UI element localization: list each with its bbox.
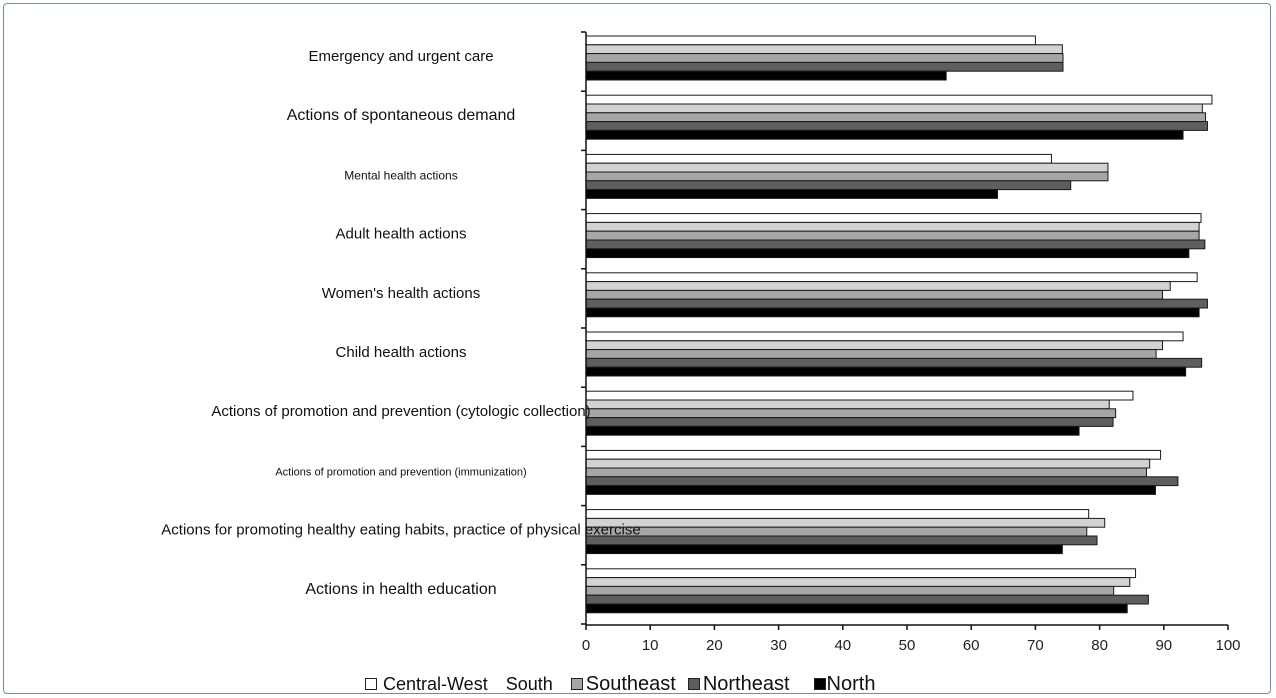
x-tick-label-1: 10: [642, 637, 659, 654]
bar-6-3: [585, 349, 1157, 359]
x-tick-label-5: 50: [899, 637, 916, 654]
bar-10-2: [585, 577, 1131, 587]
bar-10-5: [585, 603, 1128, 614]
bar-3-2: [585, 162, 1109, 173]
category-label-2: Actions of spontaneous demand: [287, 107, 516, 124]
legend-label-southeast: Southeast: [585, 672, 676, 695]
legend-item-central-west: Central-West: [365, 674, 488, 695]
bar-5-5: [585, 307, 1200, 318]
x-tick-label-2: 20: [706, 637, 723, 654]
bar-1-4: [585, 61, 1064, 72]
legend-swatch-southeast: [570, 678, 583, 690]
legend-label-north: North: [826, 672, 876, 695]
bar-4-1: [585, 213, 1202, 223]
bar-5-1: [585, 272, 1198, 283]
bar-8-4: [585, 476, 1179, 487]
bar-1-5: [585, 70, 947, 81]
bar-8-1: [585, 449, 1162, 460]
bar-7-3: [585, 408, 1117, 419]
legend: Central-West South Southeast Northeast N…: [365, 672, 893, 696]
bar-4-3: [585, 230, 1200, 241]
bar-1-3: [585, 53, 1064, 63]
legend-swatch-northeast: [687, 678, 700, 690]
bar-10-4: [585, 594, 1149, 605]
legend-item-southeast: Southeast: [570, 672, 676, 696]
bar-4-4: [585, 239, 1206, 250]
bar-2-5: [585, 129, 1184, 140]
legend-item-south: South: [506, 674, 553, 695]
category-label-6: Child health actions: [336, 344, 467, 361]
bar-5-2: [585, 281, 1171, 291]
bar-3-5: [585, 189, 999, 199]
bar-3-4: [585, 180, 1072, 191]
bar-9-4: [585, 535, 1098, 546]
bar-7-1: [585, 390, 1134, 401]
category-label-8: Actions of promotion and prevention (imm…: [275, 466, 526, 478]
category-label-7: Actions of promotion and prevention (cyt…: [211, 403, 590, 420]
x-tick-label-4: 40: [834, 637, 851, 654]
bar-1-1: [585, 35, 1036, 46]
x-tick-label-10: 100: [1215, 637, 1240, 654]
bar-4-2: [585, 221, 1200, 232]
bar-1-2: [585, 44, 1063, 55]
legend-label-central-west: Central-West: [383, 673, 488, 694]
bar-6-4: [585, 357, 1203, 368]
bar-2-1: [585, 94, 1213, 105]
bar-10-1: [585, 568, 1137, 579]
x-tick-label-0: 0: [582, 637, 590, 654]
category-label-10: Actions in health education: [305, 581, 496, 598]
x-tick-label-7: 70: [1027, 637, 1044, 654]
bar-9-3: [585, 526, 1088, 537]
bar-6-2: [585, 340, 1164, 351]
x-tick-label-6: 60: [963, 637, 980, 654]
bar-5-4: [585, 298, 1208, 309]
legend-item-north: North: [813, 672, 876, 696]
category-label-1: Emergency and urgent care: [308, 48, 493, 65]
bar-3-3: [585, 171, 1109, 182]
bar-8-2: [585, 458, 1151, 469]
category-label-4: Adult health actions: [336, 226, 467, 243]
bar-8-3: [585, 467, 1147, 478]
bar-4-5: [585, 248, 1190, 259]
bar-6-5: [585, 366, 1187, 377]
category-label-3: Mental health actions: [344, 168, 457, 182]
category-label-9: Actions for promoting healthy eating hab…: [161, 522, 640, 539]
bar-2-2: [585, 103, 1203, 114]
bar-7-5: [585, 425, 1080, 436]
x-tick-label-8: 80: [1091, 637, 1108, 654]
x-tick-label-3: 30: [770, 637, 787, 654]
bar-3-1: [585, 153, 1052, 164]
bar-6-1: [585, 331, 1184, 342]
bar-10-3: [585, 585, 1115, 596]
category-label-5: Women's health actions: [322, 285, 481, 302]
bar-5-3: [585, 289, 1164, 300]
x-tick-label-9: 90: [1155, 637, 1172, 654]
legend-label-northeast: Northeast: [702, 672, 790, 695]
bar-9-1: [585, 509, 1090, 519]
bar-8-5: [585, 485, 1156, 495]
legend-item-northeast: Northeast: [687, 672, 790, 696]
bar-7-2: [585, 399, 1110, 410]
bar-2-4: [585, 121, 1208, 131]
bar-7-4: [585, 417, 1114, 427]
bar-2-3: [585, 112, 1207, 123]
legend-label-south: South: [505, 673, 553, 694]
legend-swatch-north: [813, 678, 826, 690]
legend-swatch-central-west: [365, 678, 377, 690]
bar-9-2: [585, 517, 1106, 528]
bar-9-5: [585, 544, 1063, 555]
